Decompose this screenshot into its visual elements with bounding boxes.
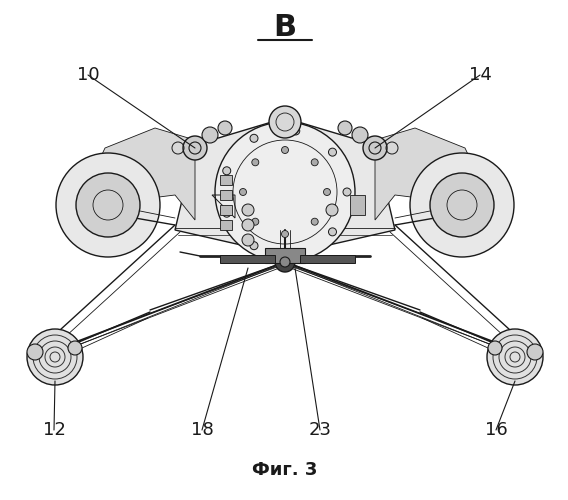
Bar: [300, 255, 355, 263]
Circle shape: [218, 121, 232, 135]
Circle shape: [352, 127, 368, 143]
Circle shape: [275, 252, 295, 272]
Circle shape: [242, 204, 254, 216]
Circle shape: [242, 234, 254, 246]
Circle shape: [292, 127, 300, 135]
Text: 23: 23: [308, 421, 332, 439]
Bar: [220, 205, 232, 215]
Circle shape: [311, 218, 318, 225]
Circle shape: [240, 188, 247, 196]
Bar: [350, 195, 365, 215]
Circle shape: [328, 228, 336, 236]
Circle shape: [56, 153, 160, 257]
Bar: [265, 248, 305, 263]
Circle shape: [250, 242, 258, 250]
Circle shape: [252, 218, 259, 225]
Circle shape: [338, 121, 352, 135]
Text: В: В: [273, 14, 296, 42]
Circle shape: [68, 341, 82, 355]
Bar: [220, 255, 275, 263]
Circle shape: [324, 188, 331, 196]
Circle shape: [488, 341, 502, 355]
Text: 14: 14: [469, 66, 491, 84]
Polygon shape: [175, 118, 395, 255]
Circle shape: [280, 257, 290, 267]
Circle shape: [328, 148, 336, 156]
Bar: [220, 220, 232, 230]
Circle shape: [76, 173, 140, 237]
Polygon shape: [90, 128, 195, 225]
Circle shape: [242, 219, 254, 231]
Circle shape: [252, 159, 259, 166]
Circle shape: [183, 136, 207, 160]
Circle shape: [27, 344, 43, 360]
Circle shape: [311, 159, 318, 166]
Text: 10: 10: [77, 66, 99, 84]
Circle shape: [269, 106, 301, 138]
Circle shape: [292, 249, 300, 257]
Circle shape: [27, 329, 83, 385]
Text: 12: 12: [43, 421, 65, 439]
Circle shape: [202, 127, 218, 143]
Text: Фиг. 3: Фиг. 3: [252, 461, 318, 479]
Circle shape: [223, 209, 231, 217]
Circle shape: [282, 230, 289, 237]
Circle shape: [343, 188, 351, 196]
Circle shape: [410, 153, 514, 257]
Circle shape: [250, 134, 258, 142]
Text: 18: 18: [191, 421, 214, 439]
Circle shape: [282, 146, 289, 154]
Circle shape: [430, 173, 494, 237]
Circle shape: [363, 136, 387, 160]
Bar: [220, 190, 232, 200]
Polygon shape: [375, 128, 480, 225]
Circle shape: [223, 167, 231, 175]
Circle shape: [326, 204, 338, 216]
Text: 16: 16: [485, 421, 507, 439]
Bar: [220, 175, 232, 185]
Circle shape: [215, 122, 355, 262]
Circle shape: [487, 329, 543, 385]
Circle shape: [527, 344, 543, 360]
